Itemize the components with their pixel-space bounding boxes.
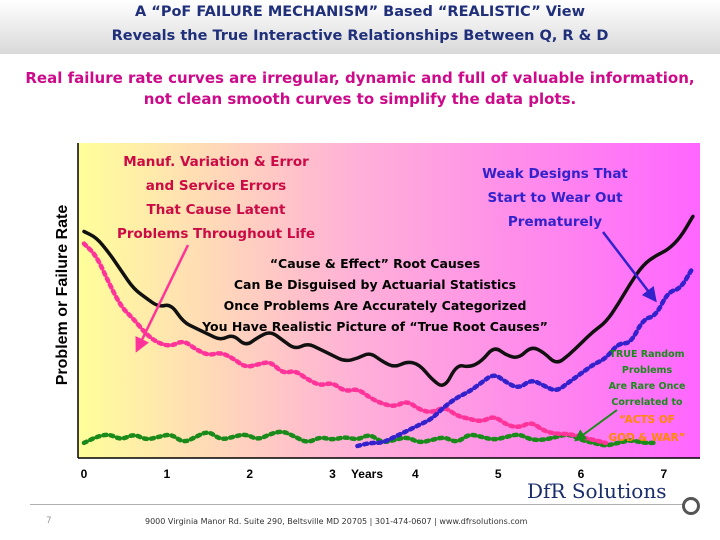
annotation-acts-of-god: “ACTS OF GOD & WAR” (609, 414, 686, 444)
page-number: 7 (46, 516, 52, 526)
latent-series-line (81, 241, 609, 446)
x-tick-label: 2 (246, 467, 253, 481)
annotation-latent-line-1: Manuf. Variation & Error (123, 154, 309, 170)
annotation-latent-line-3: That Cause Latent (147, 202, 287, 218)
title-bar (0, 0, 720, 54)
annotation-root-line-4: You Have Realistic Picture of “True Root… (201, 319, 548, 334)
x-tick-label: 3 (329, 467, 336, 481)
annotation-wearout: Weak Designs That Start to Wear Out Prem… (482, 166, 628, 230)
annotation-random-line-4: Correlated to (611, 397, 683, 408)
footer-rule (30, 504, 685, 505)
random-arrow (574, 409, 618, 442)
annotation-latent-line-4: Problems Throughout Life (117, 226, 315, 242)
x-tick-label: 0 (81, 467, 88, 481)
annotation-wearout-line-1: Weak Designs That (482, 166, 628, 182)
latent-arrow (135, 244, 190, 353)
x-tick-labels: 0 1 2 3 4 5 6 7 (81, 467, 668, 481)
footer-contact: 9000 Virginia Manor Rd. Suite 290, Belts… (145, 517, 528, 526)
dfr-logo: DfR Solutions (527, 479, 667, 503)
wearout-arrow (602, 231, 657, 303)
annotation-latent-line-2: and Service Errors (146, 178, 286, 194)
annotation-root-causes: “Cause & Effect” Root Causes Can Be Disg… (201, 256, 548, 334)
slide-title-line-1: A “PoF FAILURE MECHANISM” Based “REALIST… (135, 4, 585, 20)
annotation-root-line-1: “Cause & Effect” Root Causes (270, 256, 480, 271)
annotation-random-line-3: Are Rare Once (609, 381, 686, 392)
y-axis-label: Problem or Failure Rate (54, 205, 71, 386)
annotation-acts-line-2: GOD & WAR” (609, 432, 686, 444)
x-tick-label: 7 (661, 467, 668, 481)
x-axis-label: Years (351, 467, 383, 481)
annotation-random: TRUE Random Problems Are Rare Once Corre… (609, 349, 686, 408)
wearout-series-line (355, 265, 696, 449)
slide-title-line-2: Reveals the True Interactive Relationshi… (111, 28, 609, 44)
logo-circle-icon (682, 497, 700, 515)
annotation-random-line-2: Problems (622, 365, 673, 376)
x-tick-label: 6 (578, 467, 585, 481)
total-series-line (82, 214, 695, 387)
annotation-acts-line-1: “ACTS OF (619, 414, 675, 426)
subtitle-line-1: Real failure rate curves are irregular, … (25, 69, 695, 87)
annotation-root-line-2: Can Be Disguised by Actuarial Statistics (234, 277, 516, 292)
annotation-root-line-3: Once Problems Are Accurately Categorized (224, 298, 527, 313)
subtitle-line-2: not clean smooth curves to simplify the … (143, 90, 577, 108)
x-tick-label: 5 (495, 467, 502, 481)
slide-subtitle: Real failure rate curves are irregular, … (0, 68, 720, 110)
failure-rate-chart: Problem or Failure Rate 0 1 2 3 4 5 6 7 Years M… (54, 143, 700, 481)
series-layer (81, 214, 696, 449)
x-tick-label: 4 (412, 467, 419, 481)
annotation-latent: Manuf. Variation & Error and Service Err… (117, 154, 315, 242)
annotation-random-line-1: TRUE Random (609, 349, 684, 360)
annotation-wearout-line-3: Prematurely (508, 214, 602, 230)
annotation-wearout-line-2: Start to Wear Out (487, 190, 623, 206)
x-tick-label: 1 (163, 467, 170, 481)
